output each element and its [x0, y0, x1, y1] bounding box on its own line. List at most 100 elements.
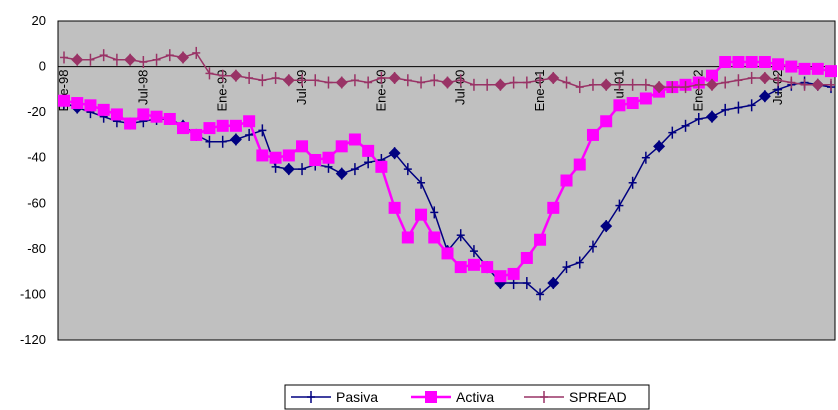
data-point-pasiva: [575, 256, 584, 269]
data-point-activa: [705, 69, 718, 82]
data-point-activa: [190, 128, 203, 141]
data-point-activa: [401, 231, 414, 244]
data-point-activa: [322, 151, 335, 164]
y-tick-label: -120: [20, 332, 46, 347]
data-point-activa: [362, 144, 375, 157]
data-point-activa: [124, 117, 137, 130]
data-point-activa: [415, 208, 428, 221]
data-point-activa: [454, 261, 467, 274]
data-point-activa: [110, 108, 123, 121]
legend-box: [284, 384, 650, 410]
data-point-diamond-spread: [335, 76, 348, 89]
data-point-activa: [375, 160, 388, 173]
data-point-activa: [441, 247, 454, 260]
x-tick-label: Jul-00: [453, 70, 468, 105]
data-point-diamond-pasiva: [653, 140, 666, 153]
data-point-activa: [296, 140, 309, 153]
data-point-activa: [97, 103, 110, 116]
data-point-spread: [311, 74, 320, 87]
data-point-diamond-spread: [229, 69, 242, 82]
data-point-activa: [229, 119, 242, 132]
x-tick-label: Ene-99: [215, 70, 230, 112]
data-point-spread: [205, 67, 214, 80]
data-point-activa: [573, 158, 586, 171]
data-point-pasiva: [641, 151, 650, 164]
data-point-diamond-pasiva: [547, 277, 560, 290]
data-point-spread: [509, 76, 518, 89]
y-tick-label: 0: [39, 59, 46, 74]
data-point-spread: [774, 74, 783, 87]
data-point-pasiva: [628, 176, 637, 189]
x-tick-label: Jul-99: [294, 70, 309, 105]
data-point-activa: [481, 261, 494, 274]
data-point-spread: [469, 78, 478, 91]
legend-item-activa: Activa: [411, 389, 494, 405]
data-point-spread: [747, 71, 756, 84]
data-point-diamond-spread: [705, 78, 718, 91]
data-point-diamond-spread: [494, 78, 507, 91]
data-point-activa: [203, 122, 216, 135]
data-point-diamond-pasiva: [335, 167, 348, 180]
data-point-activa: [58, 94, 70, 107]
data-point-spread: [668, 81, 677, 94]
y-tick-label: -80: [27, 241, 46, 256]
data-point-activa: [586, 128, 599, 141]
data-point-pasiva: [205, 135, 214, 148]
y-tick-label: -100: [20, 286, 46, 301]
data-point-activa: [745, 56, 758, 69]
data-point-activa: [825, 65, 837, 78]
data-point-pasiva: [734, 101, 743, 114]
data-point-activa: [732, 56, 745, 69]
plot-background: [57, 20, 836, 341]
data-point-spread: [800, 78, 809, 91]
data-point-pasiva: [668, 126, 677, 139]
data-point-spread: [787, 76, 796, 89]
data-point-diamond-spread: [441, 76, 454, 89]
data-point-spread: [298, 74, 307, 87]
data-point-pasiva: [364, 156, 373, 169]
data-point-pasiva: [456, 229, 465, 242]
data-point-spread: [324, 76, 333, 89]
data-point-spread: [364, 76, 373, 89]
data-point-spread: [456, 74, 465, 87]
data-point-spread: [350, 74, 359, 87]
data-point-activa: [388, 201, 401, 214]
data-point-activa: [163, 112, 176, 125]
data-point-pasiva: [681, 119, 690, 132]
data-point-activa: [639, 92, 652, 105]
data-point-spread: [271, 71, 280, 84]
data-point-spread: [575, 81, 584, 94]
data-point-pasiva: [245, 128, 254, 141]
data-point-pasiva: [536, 288, 545, 301]
data-point-activa: [600, 115, 613, 128]
data-point-diamond-pasiva: [758, 90, 771, 103]
legend-swatch-marker: [540, 391, 548, 403]
data-point-pasiva: [522, 277, 531, 290]
legend-item-spread: SPREAD: [524, 389, 627, 405]
data-point-spread: [827, 78, 835, 91]
y-tick-label: -20: [27, 104, 46, 119]
data-point-spread: [258, 74, 267, 87]
data-point-spread: [430, 74, 439, 87]
data-point-pasiva: [298, 163, 307, 176]
data-point-spread: [99, 49, 108, 62]
data-point-pasiva: [562, 261, 571, 274]
y-tick-label: -40: [27, 150, 46, 165]
data-point-pasiva: [469, 245, 478, 258]
data-point-activa: [494, 270, 507, 283]
legend-item-pasiva: Pasiva: [291, 389, 378, 405]
data-point-spread: [681, 81, 690, 94]
data-point-diamond-spread: [600, 78, 613, 91]
data-point-spread: [694, 78, 703, 91]
data-point-activa: [811, 62, 824, 75]
data-point-activa: [150, 110, 163, 123]
data-point-activa: [560, 174, 573, 187]
y-tick-label: 20: [32, 13, 46, 28]
data-point-spread: [139, 56, 148, 69]
data-point-diamond-pasiva: [388, 147, 401, 160]
data-point-spread: [721, 76, 730, 89]
legend-swatch-marker: [425, 391, 437, 403]
data-point-activa: [137, 108, 150, 121]
data-point-activa: [256, 149, 269, 162]
data-point-activa: [309, 153, 322, 166]
